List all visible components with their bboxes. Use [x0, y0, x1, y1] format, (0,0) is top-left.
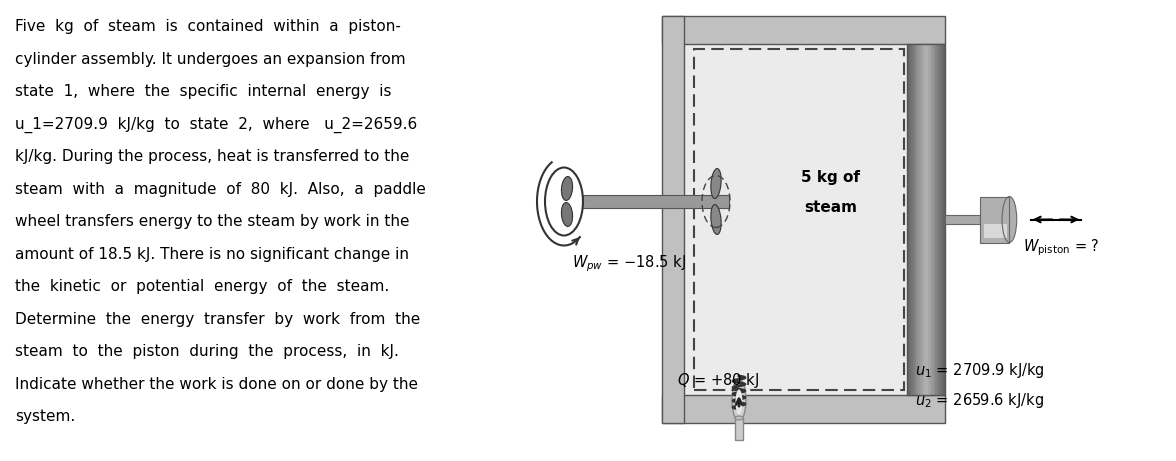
Text: Indicate whether the work is done on or done by the: Indicate whether the work is done on or …	[15, 377, 417, 391]
Bar	[924, 44, 926, 395]
Bar	[909, 44, 910, 395]
Bar	[694, 49, 904, 390]
Bar	[582, 195, 729, 208]
Text: $W_\mathregular{piston}$ = ?: $W_\mathregular{piston}$ = ?	[1023, 237, 1100, 258]
Ellipse shape	[561, 177, 573, 201]
Bar	[984, 224, 1008, 237]
Bar	[916, 44, 918, 395]
Ellipse shape	[710, 169, 721, 198]
Text: cylinder assembly. It undergoes an expansion from: cylinder assembly. It undergoes an expan…	[15, 52, 406, 66]
Text: 5 kg of: 5 kg of	[802, 170, 861, 185]
Text: steam: steam	[804, 200, 857, 215]
Bar	[940, 44, 941, 395]
Bar	[922, 44, 924, 395]
Bar	[926, 44, 928, 395]
Ellipse shape	[735, 390, 742, 414]
Text: wheel transfers energy to the steam by work in the: wheel transfers energy to the steam by w…	[15, 214, 409, 229]
Ellipse shape	[735, 416, 743, 420]
Text: Five  kg  of  steam  is  contained  within  a  piston-: Five kg of steam is contained within a p…	[15, 19, 401, 34]
Text: kJ/kg. During the process, heat is transferred to the: kJ/kg. During the process, heat is trans…	[15, 149, 409, 164]
Bar	[918, 44, 921, 395]
Text: steam  with  a  magnitude  of  80  kJ.  Also,  a  paddle: steam with a magnitude of 80 kJ. Also, a…	[15, 182, 426, 196]
Ellipse shape	[710, 205, 721, 235]
Bar	[941, 44, 943, 395]
Text: $W_{pw}$ = −18.5 kJ: $W_{pw}$ = −18.5 kJ	[572, 254, 686, 274]
Bar	[907, 44, 909, 395]
Ellipse shape	[1002, 196, 1017, 242]
Text: amount of 18.5 kJ. There is no significant change in: amount of 18.5 kJ. There is no significa…	[15, 247, 409, 261]
Bar	[662, 395, 946, 423]
Ellipse shape	[731, 379, 746, 421]
Bar	[662, 16, 946, 44]
Bar	[684, 44, 907, 395]
Bar	[937, 44, 940, 395]
Bar	[980, 196, 1009, 242]
Text: Determine  the  energy  transfer  by  work  from  the: Determine the energy transfer by work fr…	[15, 312, 420, 326]
Text: $u_1$ = 2709.9 kJ/kg: $u_1$ = 2709.9 kJ/kg	[915, 361, 1044, 380]
Bar	[735, 418, 743, 440]
Bar	[907, 44, 946, 395]
Bar	[980, 196, 1009, 242]
Bar	[931, 44, 934, 395]
Ellipse shape	[561, 202, 573, 226]
Bar	[921, 44, 922, 395]
Text: $u_2$ = 2659.6 kJ/kg: $u_2$ = 2659.6 kJ/kg	[915, 391, 1044, 410]
Bar	[913, 44, 915, 395]
Text: system.: system.	[15, 409, 75, 424]
Text: $Q$ = +80 kJ: $Q$ = +80 kJ	[677, 371, 759, 390]
Bar	[662, 16, 684, 423]
Text: u_1=2709.9  kJ/kg  to  state  2,  where   u_2=2659.6: u_1=2709.9 kJ/kg to state 2, where u_2=2…	[15, 117, 417, 133]
Text: the  kinetic  or  potential  energy  of  the  steam.: the kinetic or potential energy of the s…	[15, 279, 389, 294]
Text: state  1,  where  the  specific  internal  energy  is: state 1, where the specific internal ene…	[15, 84, 392, 99]
Bar	[910, 44, 913, 395]
Text: steam  to  the  piston  during  the  process,  in  kJ.: steam to the piston during the process, …	[15, 344, 399, 359]
Bar	[935, 44, 937, 395]
Bar	[928, 44, 930, 395]
Bar	[946, 215, 980, 224]
Bar	[930, 44, 931, 395]
Bar	[915, 44, 916, 395]
Bar	[934, 44, 935, 395]
Bar	[943, 44, 946, 395]
